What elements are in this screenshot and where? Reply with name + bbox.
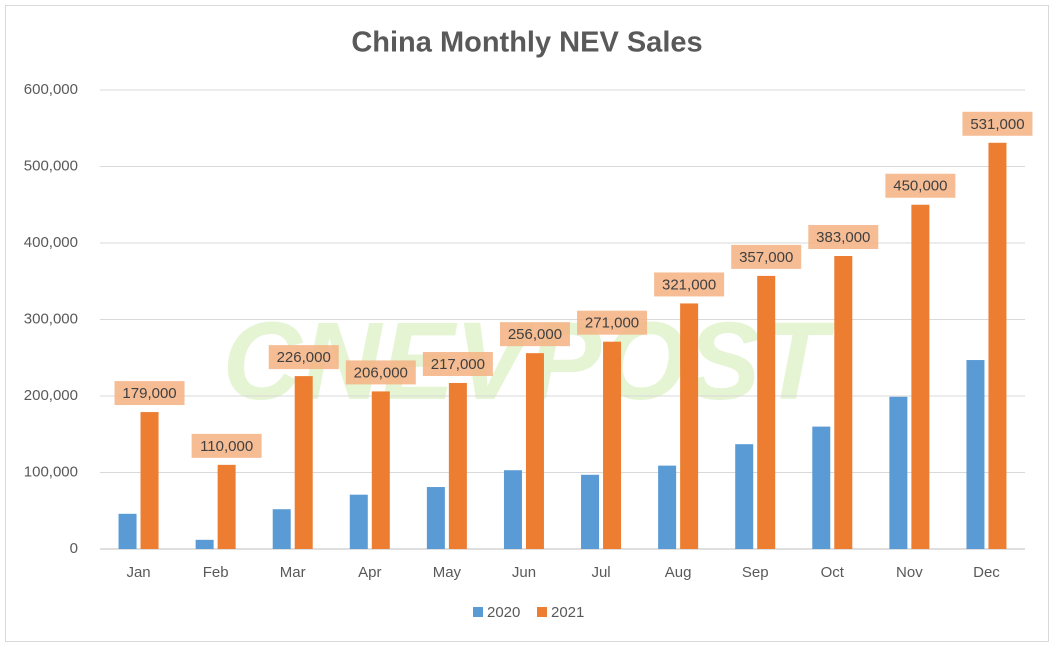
bar	[371, 391, 390, 549]
data-label-box	[808, 225, 879, 250]
y-tick-label: 300,000	[24, 310, 78, 327]
bar	[118, 513, 137, 549]
data-label-box	[577, 310, 648, 335]
y-tick-label: 600,000	[24, 81, 78, 98]
data-label-box	[191, 433, 262, 458]
bar	[140, 412, 159, 549]
data-label-box	[268, 345, 339, 370]
bar	[658, 465, 677, 549]
data-label-box	[962, 111, 1033, 136]
x-tick-label: Jul	[591, 564, 610, 581]
bar	[889, 396, 908, 549]
bar	[272, 509, 291, 549]
data-label: 357,000	[739, 249, 793, 266]
data-label-box	[885, 173, 956, 198]
bar	[426, 487, 445, 549]
x-tick-label: Apr	[358, 564, 381, 581]
bar	[834, 256, 853, 549]
bar	[581, 474, 600, 549]
y-tick-label: 400,000	[24, 234, 78, 251]
data-label: 383,000	[816, 229, 870, 246]
y-tick-label: 200,000	[24, 387, 78, 404]
bar	[911, 204, 930, 549]
bar	[525, 353, 544, 549]
data-label: 450,000	[893, 178, 947, 195]
bar	[503, 470, 522, 549]
x-tick-label: Feb	[203, 564, 229, 581]
x-tick-label: May	[433, 564, 462, 581]
x-tick-label: Mar	[280, 564, 306, 581]
bar	[735, 444, 754, 549]
bar	[988, 142, 1007, 549]
data-label-box	[114, 381, 185, 406]
data-label: 321,000	[662, 276, 716, 293]
bar	[966, 360, 985, 549]
bar	[757, 275, 776, 549]
bar	[195, 539, 214, 549]
y-tick-label: 500,000	[24, 157, 78, 174]
data-label: 226,000	[277, 349, 331, 366]
bar	[448, 382, 467, 549]
data-label-box	[731, 244, 802, 269]
bar	[349, 494, 368, 549]
data-label: 217,000	[431, 356, 485, 373]
bar	[812, 426, 831, 549]
data-label-box	[345, 360, 416, 385]
x-tick-label: Oct	[821, 564, 845, 581]
x-tick-label: Nov	[896, 564, 923, 581]
x-tick-label: Dec	[973, 564, 1000, 581]
x-tick-label: Sep	[742, 564, 769, 581]
legend-label: 2021	[551, 604, 584, 621]
bar	[294, 376, 313, 549]
legend-label: 2020	[487, 604, 520, 621]
data-label-box	[499, 322, 570, 347]
legend-swatch	[537, 607, 547, 617]
x-tick-label: Jun	[512, 564, 536, 581]
data-label: 271,000	[585, 315, 639, 332]
data-label-box	[654, 272, 725, 297]
data-label: 256,000	[508, 326, 562, 343]
data-label: 206,000	[354, 364, 408, 381]
data-label-box	[422, 351, 493, 376]
x-tick-label: Jan	[126, 564, 150, 581]
bar	[603, 341, 622, 549]
x-tick-label: Aug	[665, 564, 692, 581]
data-label: 531,000	[970, 116, 1024, 133]
chart-title: China Monthly NEV Sales	[351, 27, 702, 59]
legend-swatch	[473, 607, 483, 617]
y-tick-label: 0	[70, 540, 78, 557]
data-label: 110,000	[200, 438, 253, 455]
bar	[217, 464, 236, 549]
bar	[680, 303, 699, 549]
y-tick-label: 100,000	[24, 463, 78, 480]
data-label: 179,000	[122, 385, 176, 402]
